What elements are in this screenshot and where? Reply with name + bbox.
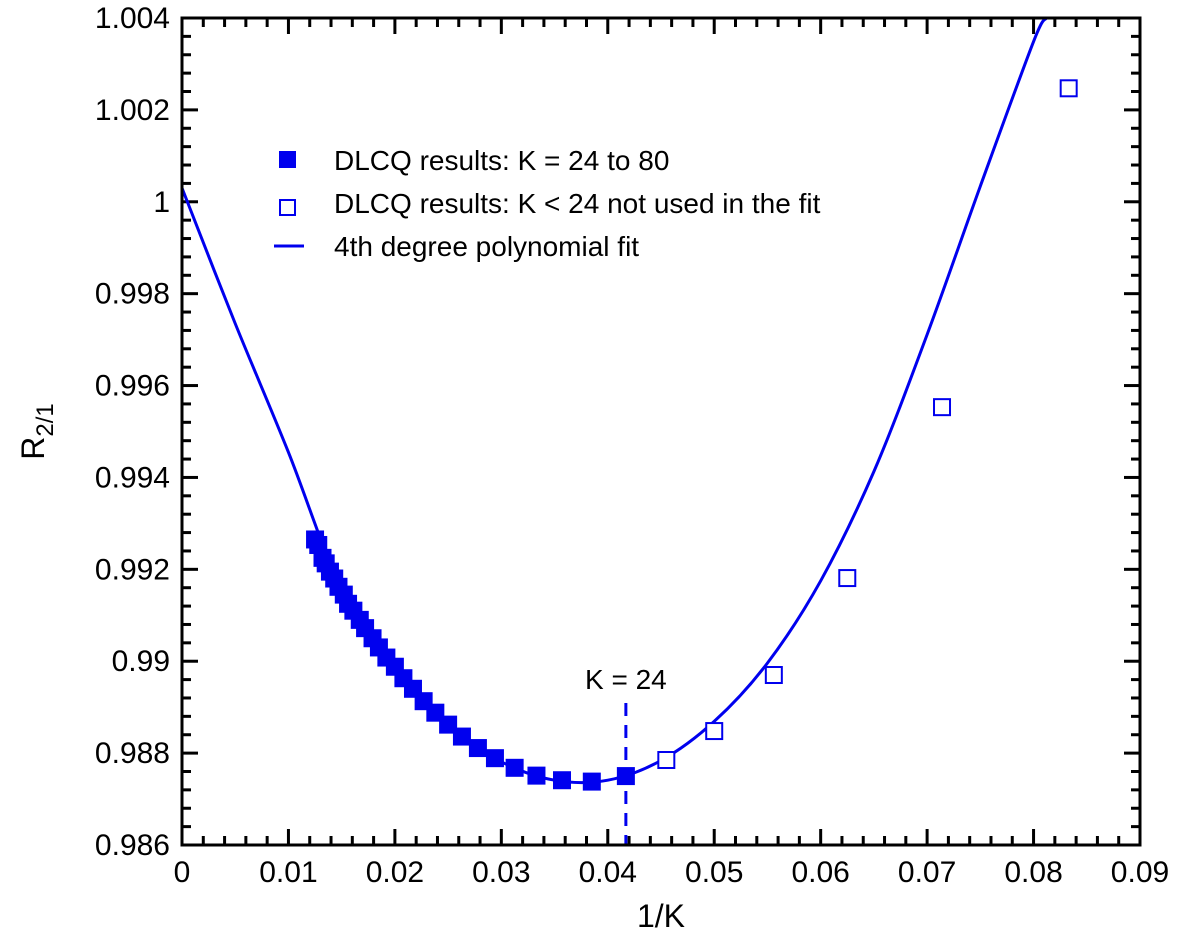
data-markers (306, 79, 1078, 791)
legend: DLCQ results: K = 24 to 80 DLCQ results:… (274, 145, 821, 262)
filled-square-point (468, 739, 487, 758)
tick-labels: 0 0.01 0.02 0.03 0.04 0.05 0.06 0.07 0.08 0.09 0.9… (95, 2, 1169, 889)
y-tick-label: 0.998 (95, 278, 170, 311)
filled-square-point (527, 766, 546, 785)
y-tick-label: 1.004 (95, 2, 170, 35)
y-tick-label: 1 (153, 186, 170, 219)
open-square-point (705, 722, 724, 741)
open-square-point (838, 569, 857, 588)
x-tick-label: 0.04 (579, 856, 637, 889)
x-tick-label: 0.07 (898, 856, 956, 889)
annotation-layer: K = 24 (585, 664, 667, 845)
open-square-point (764, 666, 783, 685)
x-tick-label: 0.02 (366, 856, 424, 889)
y-tick-label: 0.996 (95, 370, 170, 403)
filled-square-point (452, 727, 471, 746)
y-tick-label: 0.99 (112, 645, 170, 678)
x-tick-label: 0 (174, 856, 191, 889)
fit-curve-layer (180, 17, 1048, 785)
y-axis-title: R2/1 (15, 403, 59, 459)
legend-label-line: 4th degree polynomial fit (334, 231, 639, 262)
x-tick-label: 0.09 (1111, 856, 1169, 889)
y-tick-label: 1.002 (95, 94, 170, 127)
x-tick-label: 0.06 (791, 856, 849, 889)
filled-square-point (485, 749, 504, 768)
y-tick-label: 0.992 (95, 553, 170, 586)
legend-marker-open (279, 199, 296, 216)
open-square-point (933, 398, 952, 417)
plot-frame (180, 16, 1142, 847)
y-axis-title-main: R (15, 437, 51, 460)
y-tick-label: 0.986 (95, 829, 170, 862)
open-square-point (657, 751, 676, 770)
filled-square-point (553, 771, 572, 790)
legend-label-filled: DLCQ results: K = 24 to 80 (334, 145, 669, 176)
x-tick-label: 0.03 (472, 856, 530, 889)
filled-square-point (439, 715, 458, 734)
legend-marker-filled (279, 151, 296, 168)
filled-square-point (582, 772, 601, 791)
y-axis-title-subscript: 2/1 (32, 403, 59, 436)
x-tick-label: 0.01 (259, 856, 317, 889)
open-square-point (1059, 79, 1078, 98)
x-tick-label: 0.05 (685, 856, 743, 889)
fit-curve (180, 17, 1048, 785)
k24-label: K = 24 (585, 664, 667, 695)
y-tick-label: 0.988 (95, 737, 170, 770)
x-axis-title: 1/K (637, 898, 685, 934)
legend-label-open: DLCQ results: K < 24 not used in the fit (334, 188, 821, 219)
filled-square-point (505, 758, 524, 777)
x-tick-label: 0.08 (1004, 856, 1062, 889)
y-tick-label: 0.994 (95, 461, 170, 494)
